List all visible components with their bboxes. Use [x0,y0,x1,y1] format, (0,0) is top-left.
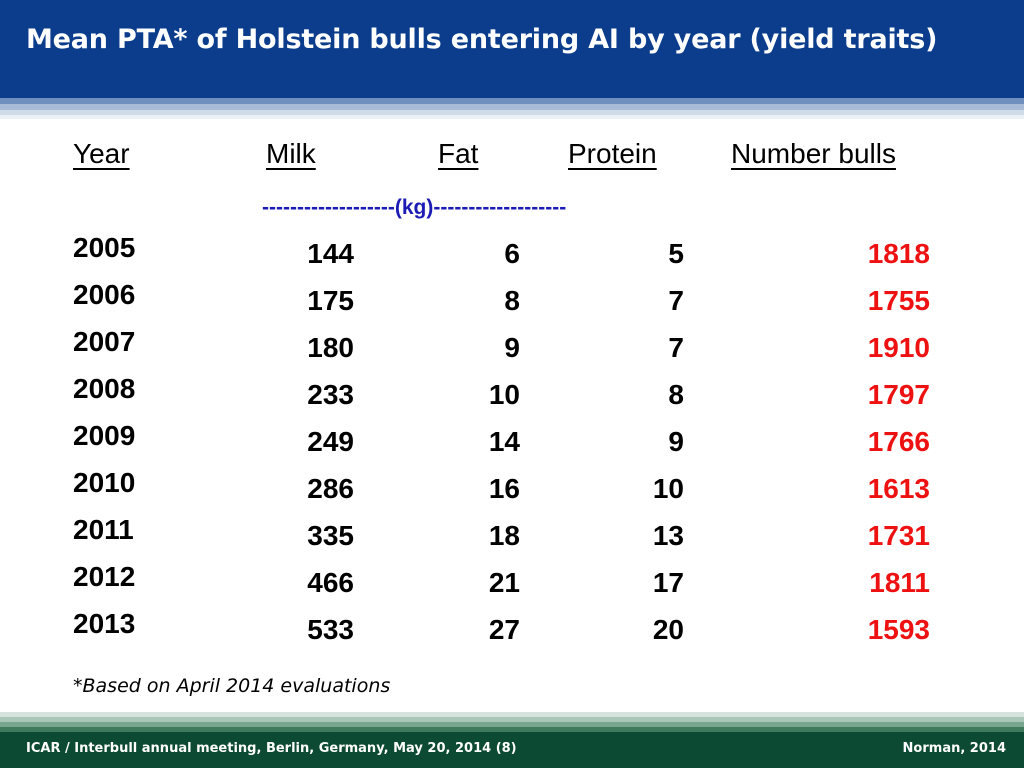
cell-fat: 6 [504,238,520,269]
cell-protein: 8 [668,379,684,410]
cell-milk: 175 [307,285,354,316]
cell-fat: 9 [504,332,520,363]
footer-bar: ICAR / Interbull annual meeting, Berlin,… [0,732,1024,768]
footnote-text: Based on April 2014 evaluations [82,675,391,697]
cell-fat: 10 [488,379,520,410]
footer-stripe-2 [0,717,1024,722]
cell-milk: 335 [307,520,354,551]
footnote: *Based on April 2014 evaluations [73,675,390,697]
cell-year: 2013 [73,608,136,639]
cell-number-bulls: 1910 [867,332,930,363]
cell-protein: 20 [652,614,684,645]
header-stripe-1 [0,98,1024,104]
footer-stripe-1 [0,712,1024,717]
cell-number-bulls: 1766 [867,426,930,457]
header-fat: Fat [438,138,479,169]
header-milk: Milk [266,138,316,169]
cell-milk: 533 [307,614,354,645]
table-row: 2006 175 8 7 1755 [0,279,1024,325]
cell-number-bulls: 1755 [867,285,930,316]
table-row: 2013 533 27 20 1593 [0,608,1024,654]
footnote-marker: * [73,675,83,697]
cell-protein: 7 [668,332,684,363]
cell-year: 2010 [73,467,136,498]
cell-year: 2011 [73,514,134,545]
cell-year: 2012 [73,561,136,592]
header-stripe-4 [0,115,1024,119]
cell-milk: 180 [307,332,354,363]
table-row: 2012 466 21 17 1811 [0,561,1024,607]
footer-stripe-3 [0,722,1024,727]
cell-number-bulls: 1731 [867,520,930,551]
cell-number-bulls: 1818 [867,238,930,269]
cell-year: 2005 [73,232,136,263]
table-row: 2005 144 6 5 1818 [0,232,1024,278]
cell-protein: 7 [668,285,684,316]
cell-year: 2008 [73,373,136,404]
cell-number-bulls: 1593 [867,614,930,645]
table-row: 2011 335 18 13 1731 [0,514,1024,560]
header-stripe-2 [0,104,1024,110]
cell-protein: 10 [652,473,684,504]
header-stripe-3 [0,110,1024,115]
cell-year: 2007 [73,326,136,357]
cell-fat: 27 [488,614,520,645]
slide-title: Mean PTA* of Holstein bulls entering AI … [26,24,938,55]
footer-meeting-info: ICAR / Interbull annual meeting, Berlin,… [26,741,517,756]
table-row: 2008 233 10 8 1797 [0,373,1024,419]
cell-fat: 8 [504,285,520,316]
cell-number-bulls: 1613 [867,473,930,504]
footer-stripe-4 [0,727,1024,732]
cell-milk: 466 [307,567,354,598]
cell-milk: 233 [307,379,354,410]
title-bar: Mean PTA* of Holstein bulls entering AI … [0,0,1024,98]
cell-protein: 13 [652,520,684,551]
cell-fat: 18 [488,520,520,551]
cell-protein: 5 [668,238,684,269]
header-number-bulls: Number bulls [731,138,896,169]
cell-number-bulls: 1797 [867,379,930,410]
cell-milk: 286 [307,473,354,504]
cell-year: 2009 [73,420,136,451]
cell-milk: 144 [307,238,354,269]
table-row: 2007 180 9 7 1910 [0,326,1024,372]
header-protein: Protein [568,138,657,169]
table-row: 2009 249 14 9 1766 [0,420,1024,466]
cell-number-bulls: 1811 [869,567,930,598]
footer-author: Norman, 2014 [902,741,1006,756]
cell-fat: 16 [488,473,520,504]
cell-year: 2006 [73,279,136,310]
table-row: 2010 286 16 10 1613 [0,467,1024,513]
header-year: Year [73,138,130,169]
cell-milk: 249 [307,426,354,457]
cell-protein: 9 [668,426,684,457]
unit-label: -------------------(kg)-----------------… [262,196,567,219]
cell-protein: 17 [652,567,684,598]
cell-fat: 14 [488,426,520,457]
cell-fat: 21 [488,567,520,598]
